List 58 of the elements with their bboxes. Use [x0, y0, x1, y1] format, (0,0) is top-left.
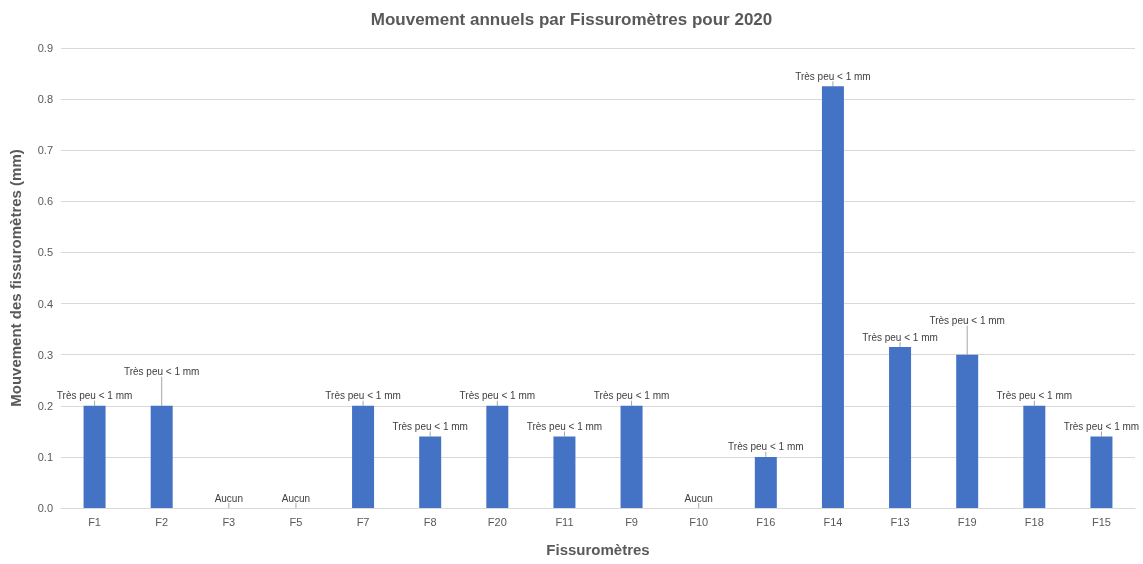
data-label: Très peu < 1 mm: [526, 420, 603, 432]
data-label: Aucun: [214, 492, 243, 504]
data-label: Aucun: [281, 492, 311, 504]
data-label: Aucun: [684, 492, 713, 504]
x-tick-label: F10: [689, 515, 709, 528]
x-tick-label: F1: [88, 515, 101, 528]
x-axis-title: Fissuromètres: [546, 541, 650, 558]
y-tick-label: 0.5: [37, 246, 53, 259]
y-tick-label: 0.8: [37, 93, 53, 106]
data-label: Très peu < 1 mm: [123, 366, 200, 378]
bar: [419, 436, 442, 508]
data-label: Très peu < 1 mm: [795, 70, 871, 82]
bar: [83, 405, 106, 508]
y-tick-label: 0.4: [37, 297, 53, 310]
x-tick-label: F9: [625, 515, 638, 528]
data-label: Très peu < 1 mm: [56, 390, 133, 402]
bar: [821, 86, 844, 508]
data-label: Très peu < 1 mm: [996, 390, 1073, 402]
y-axis-title: Mouvement des fissuromètres (mm): [7, 149, 24, 407]
data-label: Très peu < 1 mm: [325, 390, 401, 402]
x-tick-label: F7: [356, 515, 370, 528]
x-tick-label: F16: [756, 515, 776, 528]
x-tick-label: F20: [487, 515, 507, 528]
bar: [150, 405, 173, 508]
data-label: Très peu < 1 mm: [593, 390, 670, 402]
x-tick-label: F18: [1024, 515, 1044, 528]
x-tick-label: F3: [222, 515, 236, 528]
y-tick-label: 0.3: [37, 348, 53, 361]
y-tick-label: 0.2: [37, 399, 53, 412]
data-label: Très peu < 1 mm: [459, 390, 536, 402]
y-tick-label: 0.0: [37, 502, 53, 514]
x-tick-label: F5: [289, 515, 303, 528]
bar: [1090, 436, 1113, 508]
x-tick-label: F13: [890, 515, 910, 528]
y-tick-label: 0.9: [37, 42, 53, 54]
bar: [889, 347, 912, 508]
bar: [553, 436, 576, 508]
x-tick-label: F14: [823, 515, 843, 528]
bar: [620, 405, 643, 508]
x-tick-label: F11: [555, 515, 574, 528]
data-label: Très peu < 1 mm: [862, 331, 938, 343]
x-tick-label: F19: [957, 515, 977, 528]
data-label: Très peu < 1 mm: [929, 315, 1005, 327]
bar: [1023, 405, 1046, 508]
data-label: Très peu < 1 mm: [1063, 420, 1140, 432]
y-tick-label: 0.6: [37, 195, 53, 208]
x-tick-label: F8: [423, 515, 437, 528]
data-label: Très peu < 1 mm: [728, 441, 804, 453]
chart-title: Mouvement annuels par Fissuromètres pour 2020: [370, 10, 773, 29]
bar: [352, 405, 375, 508]
x-tick-label: F15: [1091, 515, 1111, 528]
y-tick-label: 0.1: [37, 450, 53, 463]
bar: [956, 354, 979, 508]
data-label: Très peu < 1 mm: [392, 420, 468, 432]
bar: [754, 456, 777, 508]
x-tick-label: F2: [155, 515, 169, 528]
bar: [486, 405, 509, 508]
y-tick-label: 0.7: [37, 144, 53, 157]
